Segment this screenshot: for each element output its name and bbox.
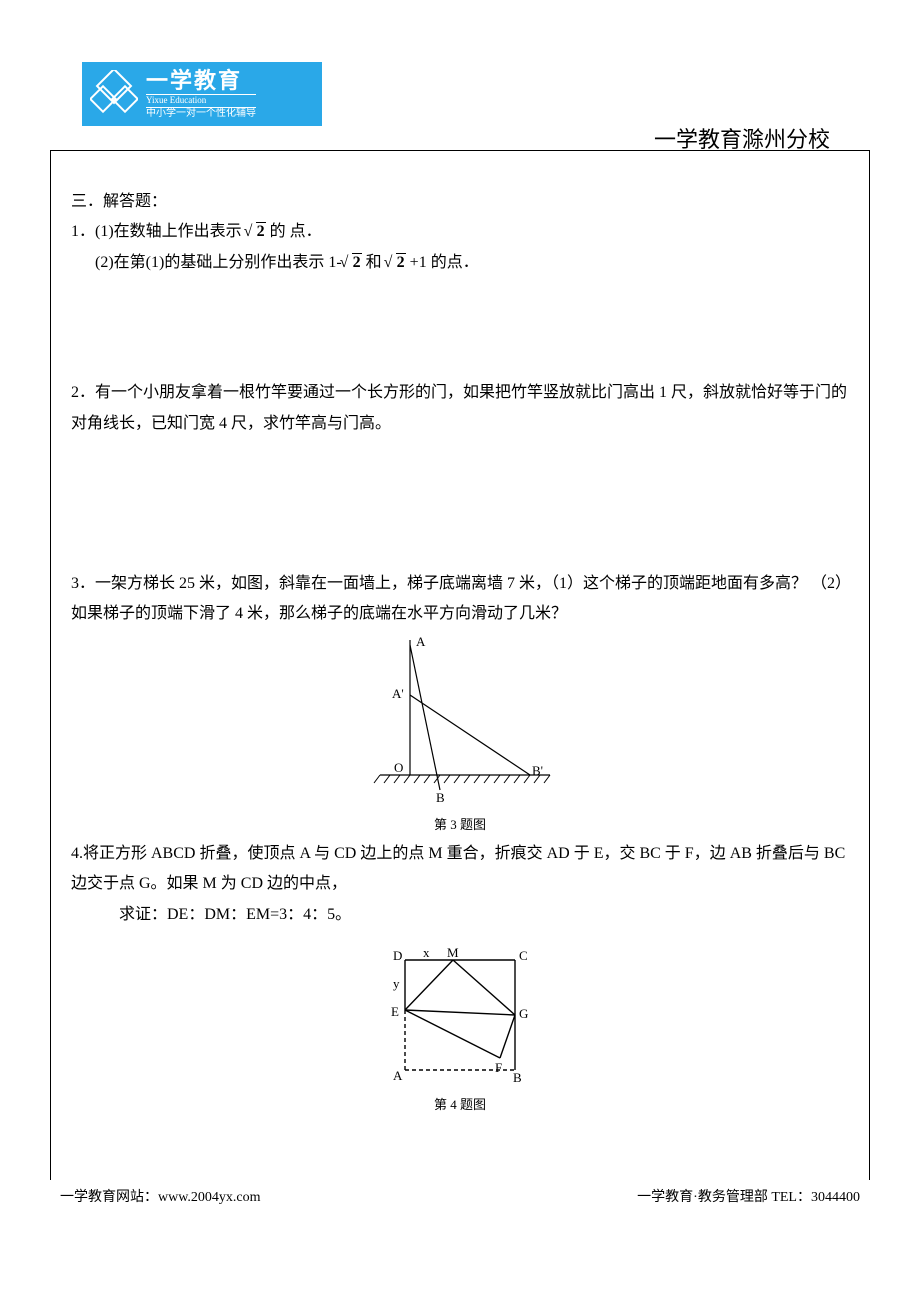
page-footer: 一学教育网站：www.2004yx.com 一学教育·教务管理部 TEL：304… [50, 1180, 870, 1206]
label-O: O [394, 760, 403, 775]
lbl-D: D [393, 948, 402, 963]
q1-1b: 的 点． [270, 223, 322, 240]
spacer [71, 439, 849, 569]
q4-caption: 第 4 题图 [71, 1094, 849, 1113]
content-frame: 三．解答题： 1．(1)在数轴上作出表示 2 的 点． (2)在第(1)的基础上… [50, 150, 870, 1180]
q1-line1: 1．(1)在数轴上作出表示 2 的 点． [71, 217, 849, 247]
q3-caption: 第 3 题图 [71, 814, 849, 833]
q1-2b: 和 [366, 254, 386, 271]
footer-left: 一学教育网站：www.2004yx.com [60, 1186, 261, 1206]
q4-diagram: D x M C y E G F A B [71, 940, 849, 1090]
logo-icon [90, 70, 138, 118]
label-A: A [416, 634, 426, 649]
sqrt-icon: 2 [342, 248, 362, 278]
q1-2a: (2)在第(1)的基础上分别作出表示 1- [95, 254, 342, 271]
q2-text: 2．有一个小朋友拿着一根竹竿要通过一个长方形的门，如果把竹竿竖放就比门高出 1 … [71, 378, 849, 439]
lbl-E: E [391, 1004, 399, 1019]
brand-logo: 一学教育 Yixue Education 中小学一对一个性化辅导 [82, 62, 322, 126]
q4-line1: 4.将正方形 ABCD 折叠，使顶点 A 与 CD 边上的点 M 重合，折痕交 … [71, 839, 849, 900]
logo-en: Yixue Education [146, 94, 256, 108]
lbl-y: y [393, 976, 400, 991]
q4-line2: 求证：DE：DM：EM=3：4：5。 [71, 900, 849, 930]
logo-sub: 中小学一对一个性化辅导 [146, 108, 256, 119]
sqrt-icon: 2 [246, 217, 266, 247]
lbl-C: C [519, 948, 528, 963]
label-Ap: A' [392, 686, 404, 701]
q1-1a: 1．(1)在数轴上作出表示 [71, 223, 246, 240]
logo-cn: 一学教育 [146, 69, 256, 93]
sqrt-icon: 2 [386, 248, 406, 278]
logo-text: 一学教育 Yixue Education 中小学一对一个性化辅导 [146, 69, 256, 118]
lbl-A: A [393, 1068, 403, 1083]
section-title: 三．解答题： [71, 187, 849, 217]
label-Bp: B' [532, 763, 543, 778]
q3-diagram: A A' O B B' [71, 630, 849, 810]
lbl-x: x [423, 945, 430, 960]
lbl-M: M [447, 945, 459, 960]
q3-text: 3．一架方梯长 25 米，如图，斜靠在一面墙上，梯子底端离墙 7 米，（1）这个… [71, 569, 849, 630]
lbl-B: B [513, 1070, 522, 1085]
label-B: B [436, 790, 445, 805]
page: 一学教育 Yixue Education 中小学一对一个性化辅导 一学教育滁州分… [0, 0, 920, 1246]
footer-right: 一学教育·教务管理部 TEL：3044400 [637, 1186, 860, 1206]
spacer [71, 278, 849, 378]
q1-line2: (2)在第(1)的基础上分别作出表示 1-2 和 2 +1 的点． [71, 248, 849, 278]
lbl-G: G [519, 1006, 528, 1021]
q1-2c: +1 的点． [406, 254, 479, 271]
lbl-F: F [495, 1060, 502, 1075]
